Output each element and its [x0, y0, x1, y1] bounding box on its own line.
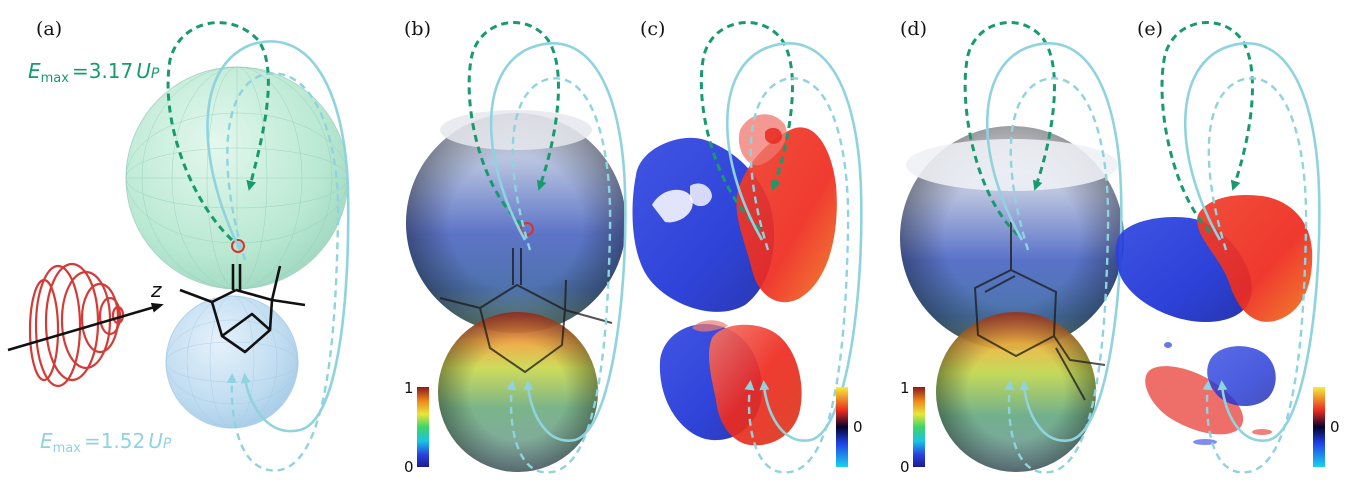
emax-upper-value: =3.17 [72, 59, 133, 83]
blue-fragment-e1 [1164, 342, 1172, 348]
colorbar-magnitude-b [417, 387, 429, 467]
cyan-dashed-trajectory-a [226, 72, 340, 472]
emax-upper-label: Emax =3.17 UP [28, 59, 160, 86]
emax-lower-symbol: E [40, 429, 53, 453]
red-lobe-lower-c-back [692, 320, 728, 332]
emax-lower-unit-sub: P [163, 436, 172, 452]
z-axis-label: z [150, 278, 162, 302]
colorbar-d-max: 1 [900, 379, 910, 397]
panel-label-b: (b) [404, 18, 431, 40]
molecule-skeleton-d [973, 222, 1106, 401]
panel-c: (c) 0 [632, 18, 863, 474]
colorbar-b-max: 1 [404, 379, 414, 397]
colorbar-magnitude-d [913, 387, 925, 467]
colorbar-c-mid: 0 [853, 418, 863, 436]
panel-label-a: (a) [36, 18, 62, 40]
z-axis-arrow [7, 302, 164, 352]
colorbar-e-mid: 0 [1330, 418, 1340, 436]
blue-lobe-upper-c [632, 137, 775, 312]
panel-e: (e) 0 [1115, 18, 1340, 474]
lower-sphere-shade-d [936, 312, 1096, 472]
blue-lobe-highlight-c2 [690, 183, 712, 207]
red-lobe-lower-e [1145, 366, 1244, 435]
blue-lobe-lower-e [1207, 346, 1276, 407]
cyan-solid-trajectory-e [1183, 42, 1321, 442]
colorbar-d-min: 0 [900, 458, 910, 476]
blue-fragment-e2 [1193, 439, 1217, 445]
cyan-dashed-trajectory-c [744, 77, 850, 474]
cyan-solid-trajectory-d [985, 42, 1123, 442]
panel-d: (d) 1 0 [900, 18, 1124, 476]
emax-upper-subscript: max [41, 71, 70, 86]
red-lobe-lower-c [709, 324, 802, 446]
panel-b: (b) 1 0 [404, 18, 627, 476]
green-trajectory-a [166, 21, 270, 242]
molecule-skeleton-b [439, 248, 613, 374]
red-lobe-upper-e [1197, 194, 1313, 322]
laser-polarization-helix [28, 262, 125, 388]
emax-lower-value: =1.52 [84, 429, 145, 453]
colorbar-signed-c [836, 387, 848, 467]
panel-label-c: (c) [640, 18, 665, 40]
emax-upper-symbol: E [28, 59, 41, 83]
cyan-dashed-trajectory-e [1202, 77, 1308, 474]
cyan-solid-trajectory-c [725, 42, 863, 442]
panel-a: (a) Emax =3.17 UP [7, 18, 350, 472]
emax-lower-subscript: max [53, 441, 82, 456]
panel-label-d: (d) [900, 18, 927, 40]
green-trajectory-e [1160, 21, 1254, 234]
red-fragment-e1 [1252, 429, 1272, 435]
red-lobe-upper-c [736, 127, 837, 303]
emax-lower-label: Emax =1.52 UP [40, 429, 172, 456]
cyan-dashed-trajectory-b [506, 77, 612, 474]
colorbar-b-min: 0 [404, 458, 414, 476]
ionization-site-marker [231, 239, 245, 253]
green-trajectory-b [467, 21, 560, 227]
emax-upper-unit: U [136, 59, 151, 83]
cyan-dashed-trajectory-d [1004, 77, 1110, 474]
ionization-site-marker-b [520, 222, 534, 236]
colorbar-signed-e [1313, 387, 1325, 467]
lower-sphere-shade-b [438, 312, 598, 472]
emax-upper-unit-sub: P [151, 66, 160, 82]
blue-lobe-highlight-c [652, 189, 693, 223]
molecule-skeleton [179, 264, 306, 354]
emax-lower-unit: U [148, 429, 163, 453]
panel-label-e: (e) [1137, 18, 1163, 40]
cyan-solid-trajectory-b [489, 42, 627, 442]
green-trajectory-d [963, 21, 1056, 237]
green-trajectory-c [699, 20, 794, 232]
cyan-solid-trajectory-a [206, 40, 350, 433]
red-plume-c2 [765, 127, 782, 144]
lower-sphere-wireframe [165, 295, 299, 429]
upper-sphere-cap-b [440, 110, 592, 150]
